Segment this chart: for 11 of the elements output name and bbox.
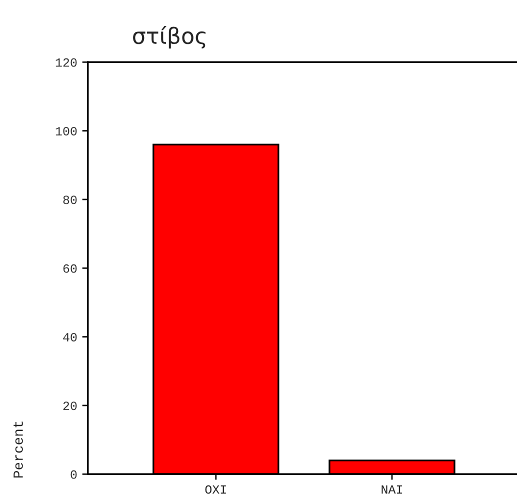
y-tick-label: 120 [56, 58, 77, 67]
y-tick-label: 100 [56, 126, 77, 136]
x-tick-label: ΟΧΙ [205, 485, 226, 494]
y-tick-label: 80 [63, 196, 77, 204]
x-tick-label: ΝΑΙ [382, 485, 402, 494]
y-axis-title: Percent [14, 422, 23, 478]
y-tick-label: 40 [63, 332, 77, 342]
y-tick-label: 60 [63, 264, 77, 273]
y-tick-label: 20 [63, 402, 77, 410]
chart-title: στίβος [133, 26, 206, 48]
y-tick-label: 0 [70, 470, 77, 479]
